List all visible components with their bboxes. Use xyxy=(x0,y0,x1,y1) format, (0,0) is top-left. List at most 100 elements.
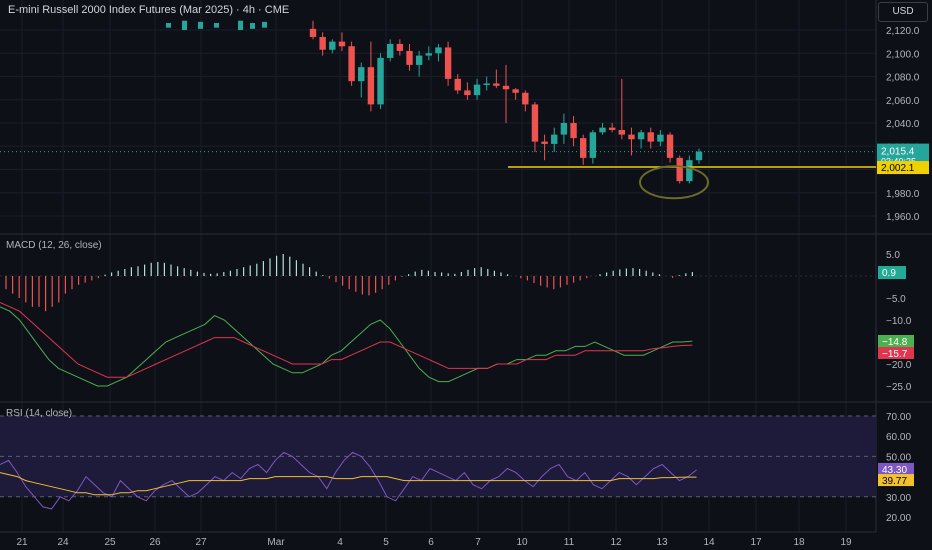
candle-body xyxy=(319,36,326,50)
candle-body xyxy=(657,134,664,142)
x-axis-label: 6 xyxy=(428,537,434,548)
price-tick-label: 1,960.0 xyxy=(886,212,920,223)
candle-body xyxy=(502,85,510,90)
candle-body xyxy=(166,23,171,28)
signal-value-badge xyxy=(878,347,914,359)
candle-body xyxy=(686,160,693,182)
x-axis-label: 24 xyxy=(57,537,69,548)
macd-tick-label: −20.0 xyxy=(886,360,912,371)
support-price-badge xyxy=(877,161,929,175)
rsi-tick-label: 20.00 xyxy=(886,513,911,524)
candle-body xyxy=(618,129,625,135)
rsi-value-badge xyxy=(878,462,914,475)
x-axis-label: 14 xyxy=(703,537,715,548)
x-axis-label: 5 xyxy=(383,537,389,548)
candle-body xyxy=(425,53,432,56)
candle-body xyxy=(551,134,558,144)
candle-body xyxy=(483,83,490,85)
candle-body xyxy=(435,47,442,54)
candle-body xyxy=(589,132,597,158)
candle-body xyxy=(396,43,404,51)
candle-body xyxy=(454,78,461,91)
x-axis-label: 19 xyxy=(840,537,852,548)
rsi-ma-line xyxy=(0,472,697,496)
candle-body xyxy=(676,157,683,182)
x-axis-label: Mar xyxy=(267,537,285,548)
candle-body xyxy=(348,46,355,82)
rsi-label[interactable]: RSI (14, close) xyxy=(6,408,73,419)
x-axis-label: 21 xyxy=(16,537,28,548)
current-price-label: 2,015.4 xyxy=(881,147,915,158)
macd-tick-label: 5.0 xyxy=(886,250,900,261)
x-axis-label: 13 xyxy=(656,537,668,548)
candle-body xyxy=(522,92,529,105)
candle-body xyxy=(647,132,654,142)
macd-value-badge xyxy=(878,335,914,347)
x-axis-label: 11 xyxy=(564,537,575,548)
x-axis-label: 25 xyxy=(104,537,116,548)
rsi-ma-value: 39.77 xyxy=(882,476,907,487)
candle-body xyxy=(464,90,471,96)
macd-tick-label: −25.0 xyxy=(886,382,912,393)
candle-body xyxy=(628,134,635,140)
circle-annotation xyxy=(639,165,709,200)
candle-body xyxy=(377,57,384,105)
x-axis-label: 7 xyxy=(475,537,481,548)
candle-body xyxy=(415,55,423,65)
macd-line xyxy=(0,306,693,387)
rsi-tick-label: 50.00 xyxy=(886,452,911,463)
support-price-label: 2,002.1 xyxy=(881,163,915,174)
rsi-tick-label: 30.00 xyxy=(886,493,911,504)
x-axis-label: 12 xyxy=(610,537,622,548)
price-tick-label: 2,120.0 xyxy=(886,26,920,37)
price-tick-label: 2,100.0 xyxy=(886,49,920,60)
candle-body xyxy=(580,138,587,158)
rsi-line xyxy=(0,451,697,510)
chart-title: E-mini Russell 2000 Index Futures (Mar 2… xyxy=(8,4,290,16)
candle-body xyxy=(338,41,346,47)
x-axis-label: 27 xyxy=(195,537,207,548)
x-axis-label: 10 xyxy=(516,537,528,548)
candle-body xyxy=(238,20,243,30)
candle-body xyxy=(406,50,413,65)
macd-tick-label: −5.0 xyxy=(886,294,906,305)
candle-body xyxy=(531,104,539,142)
rsi-tick-label: 60.00 xyxy=(886,432,911,443)
candle-body xyxy=(637,132,645,140)
candle-body xyxy=(329,41,336,50)
signal-line xyxy=(0,301,693,378)
signal-value: −15.7 xyxy=(882,349,908,360)
candle-body xyxy=(541,141,548,144)
x-axis-label: 17 xyxy=(750,537,762,548)
price-tick-label: 2,040.0 xyxy=(886,119,920,130)
candle-body xyxy=(560,123,568,135)
candle-body xyxy=(473,84,481,96)
candle-body xyxy=(493,83,500,86)
candle-body xyxy=(358,67,365,82)
candle-body xyxy=(182,20,187,30)
macd-tick-label: −10.0 xyxy=(886,316,912,327)
candle-body xyxy=(309,28,317,37)
candle-body xyxy=(367,67,375,105)
rsi-tick-label: 70.00 xyxy=(886,412,911,423)
macd-label[interactable]: MACD (12, 26, close) xyxy=(6,240,102,251)
candle-body xyxy=(608,127,616,130)
candle-body xyxy=(214,23,219,28)
candle-body xyxy=(695,151,703,161)
candle-body xyxy=(570,123,577,139)
candle-body xyxy=(512,89,519,93)
macd-value: −14.8 xyxy=(882,337,908,348)
price-tick-label: 1,980.0 xyxy=(886,189,920,200)
candle-body xyxy=(262,21,267,28)
x-axis-label: 26 xyxy=(149,537,161,548)
price-tick-label: 2,060.0 xyxy=(886,96,920,107)
candle-body xyxy=(250,23,255,29)
candle-body xyxy=(599,127,606,133)
macd-hist-badge xyxy=(878,266,906,280)
rsi-ma-badge xyxy=(878,474,914,487)
candle-body xyxy=(198,21,203,29)
currency-button[interactable]: USD xyxy=(878,2,928,22)
x-axis-label: 18 xyxy=(793,537,805,548)
macd-hist-value: 0.9 xyxy=(882,268,896,279)
